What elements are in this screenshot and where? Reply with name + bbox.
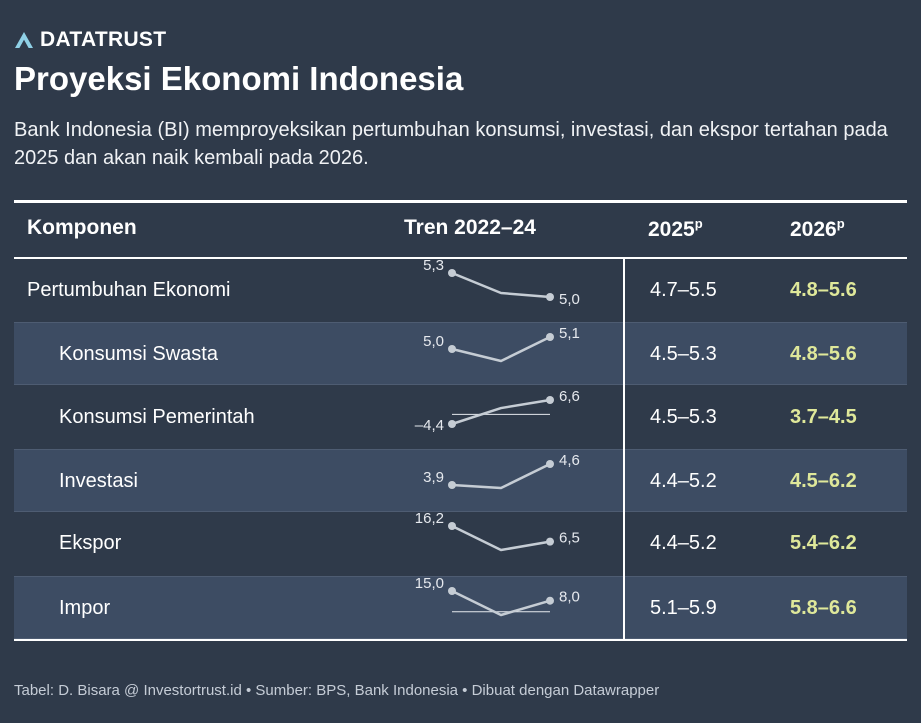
value-2025: 4.4–5.2 [650, 469, 717, 492]
table-row: Konsumsi Swasta 4.5–5.3 4.8–5.6 5,0 5,1 [14, 322, 907, 386]
value-2025: 4.5–5.3 [650, 405, 717, 428]
page-subtitle: Bank Indonesia (BI) memproyeksikan pertu… [14, 119, 888, 169]
trend-end-label: 6,5 [559, 530, 580, 547]
trend-start-label: 5,3 [423, 257, 444, 274]
trend-end-point [546, 596, 554, 605]
header-2025: 2025p [648, 216, 703, 241]
page-title: Proyeksi Ekonomi Indonesia [14, 60, 464, 97]
trend-start-point [448, 480, 456, 489]
table-header-rule [14, 257, 907, 259]
trend-line [451, 398, 551, 425]
trend-sparkline: 16,2 6,5 [415, 510, 580, 552]
trend-line [451, 525, 551, 552]
trend-line [451, 589, 551, 616]
row-label: Impor [59, 596, 111, 619]
trend-start-label: –4,4 [415, 417, 444, 434]
trend-line [451, 336, 551, 363]
value-2025: 5.1–5.9 [650, 596, 717, 619]
table-row: Ekspor 4.4–5.2 5.4–6.2 16,2 6,5 [14, 510, 907, 575]
row-label: Ekspor [59, 532, 122, 555]
table-row: Impor 5.1–5.9 5.8–6.6 15,0 8,0 [14, 575, 907, 639]
brand: DATATRUST [14, 28, 166, 52]
brand-name: DATATRUST [40, 28, 167, 51]
table-row: Investasi 4.4–5.2 4.5–6.2 3,9 4,6 [14, 448, 907, 512]
trend-end-label: 5,1 [559, 325, 580, 342]
trend-end-point [546, 293, 554, 301]
trend-end-label: 4,6 [559, 452, 580, 469]
footer-credits: Tabel: D. Bisara @ Investortrust.id • Su… [14, 682, 660, 699]
trend-sparkline: 5,3 5,0 [423, 257, 580, 308]
table-row: Konsumsi Pemerintah 4.5–5.3 3.7–4.5 –4,4 6,6 [14, 386, 907, 449]
value-2025: 4.4–5.2 [650, 532, 717, 555]
header-trend: Tren 2022–24 [404, 216, 536, 239]
trend-sparkline: 15,0 8,0 [415, 575, 580, 616]
value-2026: 4.8–5.6 [790, 279, 857, 301]
row-label: Konsumsi Swasta [59, 343, 218, 366]
trend-start-label: 16,2 [415, 510, 444, 527]
trend-start-label: 5,0 [423, 333, 444, 350]
row-label: Investasi [59, 469, 138, 492]
trend-end-point [546, 459, 554, 468]
trend-end-point [546, 537, 554, 546]
trend-start-point [448, 419, 456, 428]
value-2026: 5.4–6.2 [790, 532, 857, 555]
trend-end-point [546, 333, 554, 342]
table-top-rule [14, 200, 907, 203]
row-label: Pertumbuhan Ekonomi [27, 279, 231, 301]
value-2026: 4.8–5.6 [790, 343, 857, 366]
trend-sparkline: 5,0 5,1 [423, 325, 580, 363]
trend-start-point [448, 522, 456, 531]
header-2026: 2026p [790, 216, 845, 241]
value-2026: 5.8–6.6 [790, 596, 857, 619]
trend-end-label: 6,6 [559, 388, 580, 405]
trend-start-point [448, 586, 456, 595]
value-2025: 4.7–5.5 [650, 279, 717, 301]
value-2026: 3.7–4.5 [790, 405, 857, 428]
value-2026: 4.5–6.2 [790, 469, 857, 492]
trend-end-label: 5,0 [559, 291, 580, 308]
datatrust-logo-icon [15, 32, 33, 48]
trend-line [451, 271, 551, 299]
trend-line [451, 462, 551, 490]
header-component: Komponen [27, 216, 137, 239]
table-row: Pertumbuhan Ekonomi 4.7–5.5 4.8–5.6 5,3 5,0 [14, 257, 907, 322]
trend-end-point [546, 395, 554, 404]
trend-start-label: 3,9 [423, 469, 444, 486]
table-bottom-rule [14, 639, 907, 641]
trend-start-label: 15,0 [415, 575, 444, 592]
value-2025: 4.5–5.3 [650, 343, 717, 366]
trend-start-point [448, 345, 456, 354]
trend-end-label: 8,0 [559, 588, 580, 605]
trend-sparkline: 3,9 4,6 [423, 452, 580, 490]
trend-sparkline: –4,4 6,6 [415, 388, 580, 434]
trend-start-point [448, 269, 456, 277]
column-divider [623, 259, 625, 639]
row-label: Konsumsi Pemerintah [59, 405, 255, 428]
